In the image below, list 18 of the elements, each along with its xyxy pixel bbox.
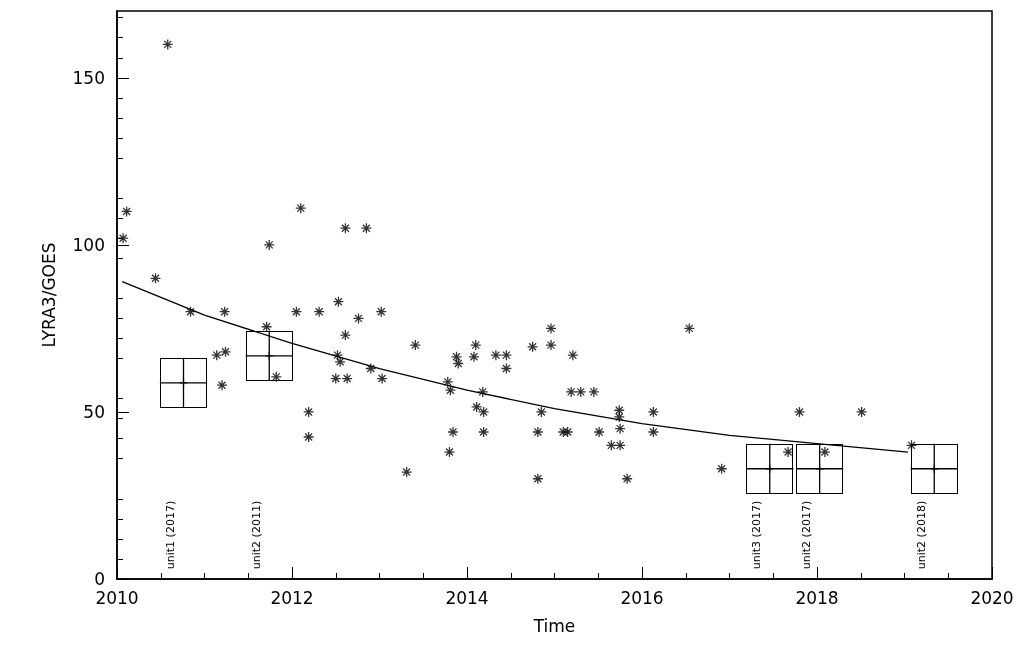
y-tick-label: 50 [83, 401, 105, 422]
annotation: unit3 (2017) [750, 500, 764, 570]
annotation: unit2 (2017) [800, 500, 814, 570]
x-tick-label: 2018 [795, 587, 839, 608]
annotation: unit2 (2018) [914, 500, 928, 570]
x-tick-label: 2020 [970, 587, 1014, 608]
y-tick-label: 100 [72, 234, 105, 255]
y-axis-title: LYRA3/GOES [38, 242, 59, 348]
x-tick-label: 2012 [270, 587, 314, 608]
y-tick-label: 150 [72, 67, 105, 88]
x-tick-label: 2014 [445, 587, 489, 608]
annotation: unit1 (2017) [164, 500, 177, 570]
y-tick-label: 0 [94, 569, 105, 589]
x-tick-label: 2010 [95, 587, 139, 608]
x-tick-label: 2016 [620, 587, 664, 608]
point [178, 378, 189, 388]
x-axis-title: Time [532, 615, 576, 636]
annotation: unit2 (2011) [249, 500, 263, 570]
